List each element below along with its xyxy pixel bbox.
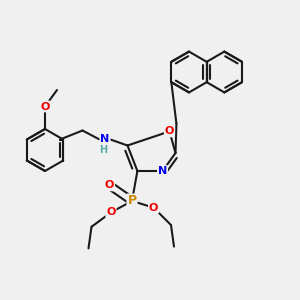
Text: O: O — [149, 202, 158, 213]
Text: O: O — [105, 180, 114, 190]
Text: N: N — [158, 166, 167, 176]
Text: H: H — [99, 145, 108, 155]
Text: P: P — [128, 194, 136, 208]
Text: N: N — [100, 134, 109, 145]
Text: O: O — [40, 101, 50, 112]
Text: O: O — [106, 207, 116, 218]
Text: O: O — [165, 126, 174, 136]
